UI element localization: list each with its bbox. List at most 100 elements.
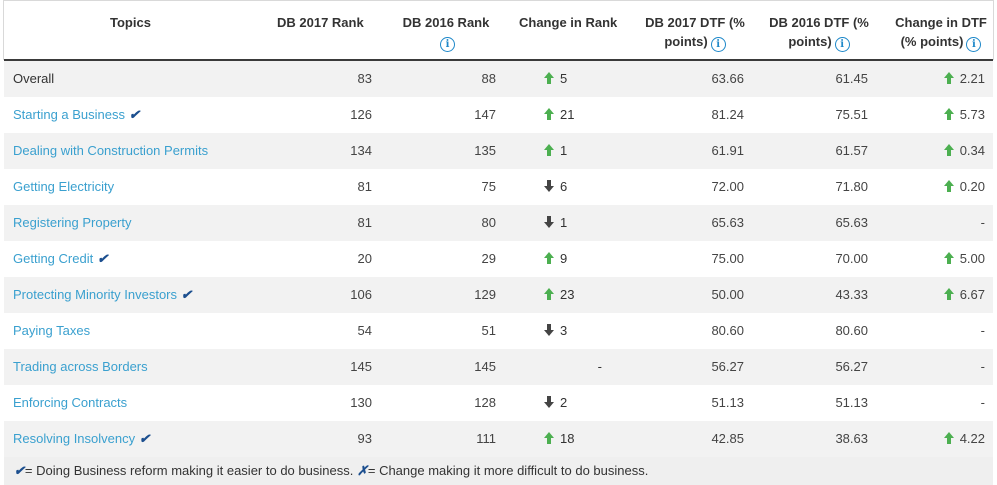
- db2016-dtf: 80.60: [835, 323, 868, 338]
- header-topics-label: Topics: [110, 15, 151, 30]
- header-divider: [4, 59, 993, 61]
- header-db2017-rank: DB 2017 Rank: [277, 13, 364, 32]
- header-change-rank: Change in Rank: [519, 13, 617, 32]
- change-in-dtf: -: [894, 385, 985, 421]
- arrow-up-icon: [943, 72, 954, 84]
- table-row: Registering Property 81 80 1 65.63 65.63 -: [4, 205, 993, 241]
- change-in-rank: 1: [544, 205, 604, 241]
- row-topic[interactable]: Enforcing Contracts: [13, 385, 127, 421]
- change-in-dtf: -: [894, 313, 985, 349]
- row-topic[interactable]: Trading across Borders: [13, 349, 148, 385]
- row-topic[interactable]: Getting Credit ✔: [13, 241, 108, 277]
- db2017-dtf: 72.00: [711, 179, 744, 194]
- db2017-rank: 134: [350, 143, 372, 158]
- change-in-rank: 6: [544, 169, 604, 205]
- topic-label[interactable]: Dealing with Construction Permits: [13, 143, 209, 158]
- change-in-rank: 2: [544, 385, 604, 421]
- db2016-dtf: 61.57: [835, 143, 868, 158]
- header-topics: Topics: [110, 13, 151, 32]
- db2017-rank: 54: [357, 323, 372, 338]
- topic-label[interactable]: Resolving Insolvency: [13, 431, 136, 446]
- change-in-dtf-value: -: [980, 215, 985, 230]
- arrow-down-icon: [544, 180, 554, 192]
- change-in-dtf: 0.20: [894, 169, 985, 205]
- row-topic[interactable]: Protecting Minority Investors ✔: [13, 277, 192, 313]
- row-topic[interactable]: Registering Property: [13, 205, 132, 241]
- row-topic[interactable]: Starting a Business ✔: [13, 97, 140, 133]
- db2016-dtf: 61.45: [835, 71, 868, 86]
- db2017-dtf: 56.27: [711, 359, 744, 374]
- db2016-rank: 51: [481, 323, 496, 338]
- row-topic[interactable]: Resolving Insolvency ✔: [13, 421, 150, 457]
- reform-check-icon: ✔: [97, 251, 109, 266]
- db2016-rank: 147: [474, 107, 496, 122]
- db2017-rank: 93: [357, 431, 372, 446]
- topic-label[interactable]: Trading across Borders: [13, 359, 148, 374]
- header-left-border: [3, 0, 4, 60]
- row-topic[interactable]: Paying Taxes: [13, 313, 90, 349]
- arrow-up-icon: [943, 252, 954, 264]
- arrow-up-icon: [943, 108, 954, 120]
- db2017-rank: 130: [350, 395, 372, 410]
- topic-label[interactable]: Paying Taxes: [13, 323, 91, 338]
- row-topic[interactable]: Getting Electricity: [13, 169, 114, 205]
- change-in-rank: -: [544, 349, 602, 385]
- db2016-rank: 128: [474, 395, 496, 410]
- header-db2017-dtf-line2: points): [664, 34, 708, 49]
- db2016-rank: 88: [481, 71, 496, 86]
- header-change-dtf-line1: Change in DTF: [895, 15, 987, 30]
- info-icon[interactable]: i: [834, 37, 850, 52]
- table-row: Starting a Business ✔ 126 147 21 81.24 75.51 5.…: [4, 97, 993, 133]
- change-in-rank: 5: [544, 61, 604, 97]
- change-in-dtf-value: 0.20: [959, 179, 985, 194]
- topic-label[interactable]: Enforcing Contracts: [13, 395, 128, 410]
- db2017-dtf: 75.00: [711, 251, 744, 266]
- arrow-down-icon: [544, 396, 554, 408]
- change-in-rank-value: 1: [560, 143, 568, 158]
- topic-label[interactable]: Starting a Business: [13, 107, 126, 122]
- db2017-rank: 81: [357, 215, 372, 230]
- change-in-rank: 1: [544, 133, 604, 169]
- db2016-dtf: 65.63: [835, 215, 868, 230]
- topic-label[interactable]: Protecting Minority Investors: [13, 287, 178, 302]
- header-db2017-rank-label: DB 2017 Rank: [277, 15, 364, 30]
- db2016-dtf: 38.63: [835, 431, 868, 446]
- change-in-dtf-value: 6.67: [959, 287, 985, 302]
- footnote-negative-text: = Change making it more difficult to do …: [367, 463, 649, 478]
- info-icon[interactable]: i: [710, 37, 726, 52]
- header-db2017-dtf: DB 2017 DTF (% points) i: [644, 13, 746, 52]
- table-top-border: [3, 0, 994, 1]
- topic-label[interactable]: Getting Electricity: [13, 179, 115, 194]
- db2017-dtf: 63.66: [711, 71, 744, 86]
- header-db2016-rank: DB 2016 Rank i: [401, 13, 491, 52]
- change-in-rank-value: -: [597, 359, 602, 374]
- change-in-rank-value: 18: [560, 431, 575, 446]
- db2016-rank: 145: [474, 359, 496, 374]
- info-icon[interactable]: i: [966, 37, 982, 52]
- table-row: Protecting Minority Investors ✔ 106 129 23 50…: [4, 277, 993, 313]
- topic-label[interactable]: Registering Property: [13, 215, 132, 230]
- db2016-dtf: 70.00: [835, 251, 868, 266]
- info-icon[interactable]: i: [440, 37, 455, 52]
- db2016-rank: 129: [474, 287, 496, 302]
- header-right-border: [993, 0, 994, 60]
- arrow-up-icon: [544, 432, 554, 444]
- db2016-rank: 80: [481, 215, 496, 230]
- topic-label[interactable]: Getting Credit: [13, 251, 94, 266]
- table-row: Enforcing Contracts 130 128 2 51.13 51.13 -: [4, 385, 993, 421]
- db2017-rank: 20: [357, 251, 372, 266]
- db2017-dtf: 61.91: [711, 143, 744, 158]
- reform-check-icon: ✔: [129, 107, 140, 122]
- row-topic: Overall: [13, 61, 54, 97]
- table-row: Getting Credit ✔ 20 29 9 75.00 70.00 5.00: [4, 241, 993, 277]
- change-in-dtf: 0.34: [894, 133, 985, 169]
- row-topic[interactable]: Dealing with Construction Permits: [13, 133, 208, 169]
- db2016-dtf: 75.51: [835, 107, 868, 122]
- db2017-rank: 83: [357, 71, 372, 86]
- change-in-dtf: -: [894, 205, 985, 241]
- change-in-rank-value: 6: [560, 179, 568, 194]
- change-in-rank-value: 23: [560, 287, 575, 302]
- header-change-dtf-line2: (% points): [900, 34, 964, 49]
- table-row: Paying Taxes 54 51 3 80.60 80.60 -: [4, 313, 993, 349]
- change-in-dtf: 4.22: [894, 421, 985, 457]
